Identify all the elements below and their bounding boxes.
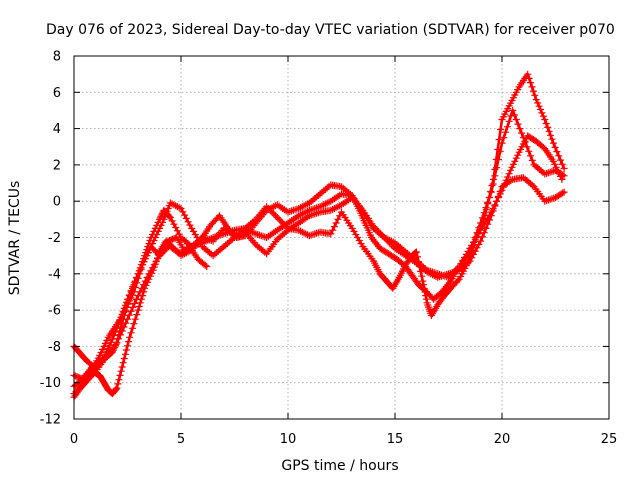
series-arc-2	[70, 106, 568, 383]
y-tick-label: 0	[53, 195, 61, 210]
x-tick-label: 10	[280, 432, 297, 447]
y-tick-label: 6	[53, 86, 61, 101]
series-arc-3	[70, 70, 568, 372]
series-line	[72, 134, 564, 388]
y-tick-label: 8	[53, 50, 61, 65]
x-axis: 0 5 10 15 20 25	[70, 56, 617, 447]
y-tick-label: -4	[48, 267, 61, 282]
y-tick-label: 2	[53, 158, 61, 173]
series-line	[72, 72, 566, 370]
series-markers	[70, 70, 568, 372]
data-series	[70, 70, 568, 401]
x-tick-label: 5	[177, 432, 185, 447]
y-tick-label: -10	[40, 376, 61, 391]
series-arc-4	[70, 132, 566, 390]
x-axis-title: GPS time / hours	[281, 458, 398, 474]
chart-title: Day 076 of 2023, Sidereal Day-to-day VTE…	[46, 22, 615, 38]
x-tick-label: 20	[494, 432, 511, 447]
x-tick-label: 0	[70, 432, 78, 447]
y-axis: -12 -10 -8 -6 -4 -2 0 2 4 6 8	[40, 50, 609, 428]
x-tick-label: 25	[601, 432, 618, 447]
series-markers	[70, 106, 568, 383]
y-tick-label: -2	[48, 231, 61, 246]
y-tick-label: 4	[53, 122, 61, 137]
x-tick-label: 15	[387, 432, 404, 447]
y-tick-label: -6	[48, 304, 61, 319]
y-axis-title: SDTVAR / TECUs	[7, 181, 23, 296]
series-markers	[70, 132, 566, 390]
y-tick-label: -8	[48, 340, 61, 355]
y-tick-label: -12	[40, 413, 61, 428]
